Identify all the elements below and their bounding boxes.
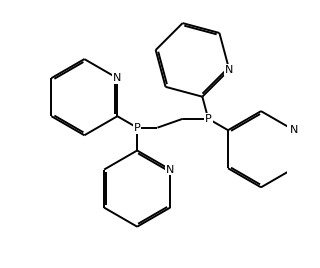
Text: N: N	[290, 125, 298, 135]
Text: P: P	[134, 123, 140, 133]
Text: N: N	[166, 165, 174, 174]
Text: P: P	[205, 114, 212, 124]
Text: N: N	[113, 73, 122, 83]
Text: N: N	[225, 65, 234, 75]
